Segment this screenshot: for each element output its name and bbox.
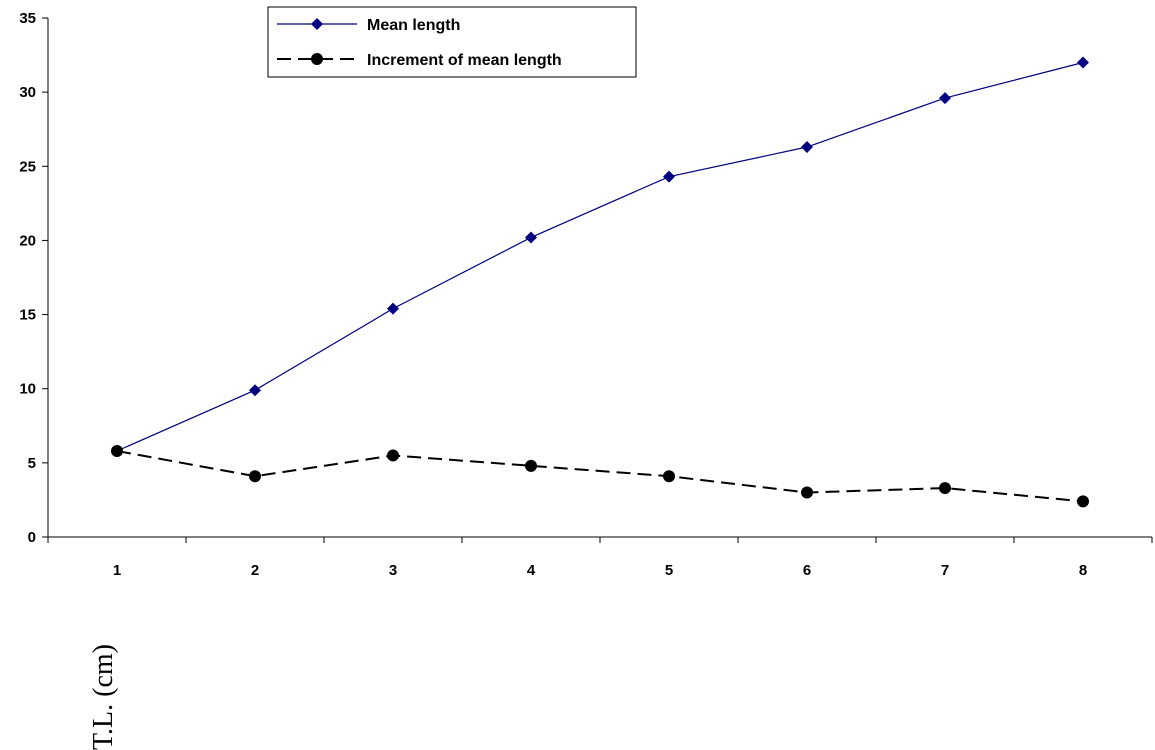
y-ticks: 0 5 10 15 20 25 30 35 [19, 10, 48, 546]
data-point [1077, 56, 1089, 69]
data-point [249, 470, 261, 483]
data-point [387, 302, 399, 315]
x-tick-label: 6 [803, 562, 811, 579]
data-point [387, 449, 399, 462]
y-axis-label: T.L. (cm) [88, 644, 119, 750]
legend-marker-increment [311, 53, 323, 65]
y-tick-label: 35 [19, 10, 36, 27]
data-point [111, 444, 123, 457]
data-point [801, 141, 813, 154]
y-tick-label: 15 [19, 307, 36, 324]
series-line [116, 61, 1084, 452]
legend-marker-mean-length [311, 18, 323, 30]
y-tick-label: 0 [28, 529, 36, 546]
data-point [525, 459, 537, 472]
data-point [1077, 495, 1089, 508]
legend-label-mean-length: Mean length [367, 17, 460, 34]
data-point [249, 384, 261, 397]
data-point [939, 92, 951, 105]
series-1 [111, 444, 1089, 508]
x-ticks: 1 2 3 4 5 6 7 8 [47, 537, 1153, 579]
series-line [116, 450, 1084, 503]
data-point [663, 470, 675, 483]
y-tick-label: 25 [19, 158, 36, 175]
legend-label-increment: Increment of mean length [367, 52, 562, 69]
data-point [801, 486, 813, 499]
y-tick-label: 5 [28, 455, 36, 472]
x-tick-label: 5 [665, 562, 673, 579]
data-point [525, 231, 537, 244]
data-point [663, 170, 675, 183]
x-tick-label: 8 [1079, 562, 1087, 579]
x-tick-label: 3 [389, 562, 397, 579]
data-point [939, 482, 951, 495]
y-tick-label: 30 [19, 84, 36, 101]
axes: 0 5 10 15 20 25 30 35 1 2 3 4 5 6 7 8 [19, 10, 1153, 579]
x-tick-label: 2 [251, 562, 259, 579]
y-tick-label: 20 [19, 232, 36, 249]
x-tick-label: 7 [941, 562, 949, 579]
series-layer [111, 56, 1089, 508]
legend: Mean length Increment of mean length [267, 6, 637, 78]
legend-box [267, 6, 637, 78]
y-tick-label: 10 [19, 381, 36, 398]
x-tick-label: 4 [527, 562, 536, 579]
series-0 [111, 56, 1089, 457]
x-tick-label: 1 [113, 562, 121, 579]
